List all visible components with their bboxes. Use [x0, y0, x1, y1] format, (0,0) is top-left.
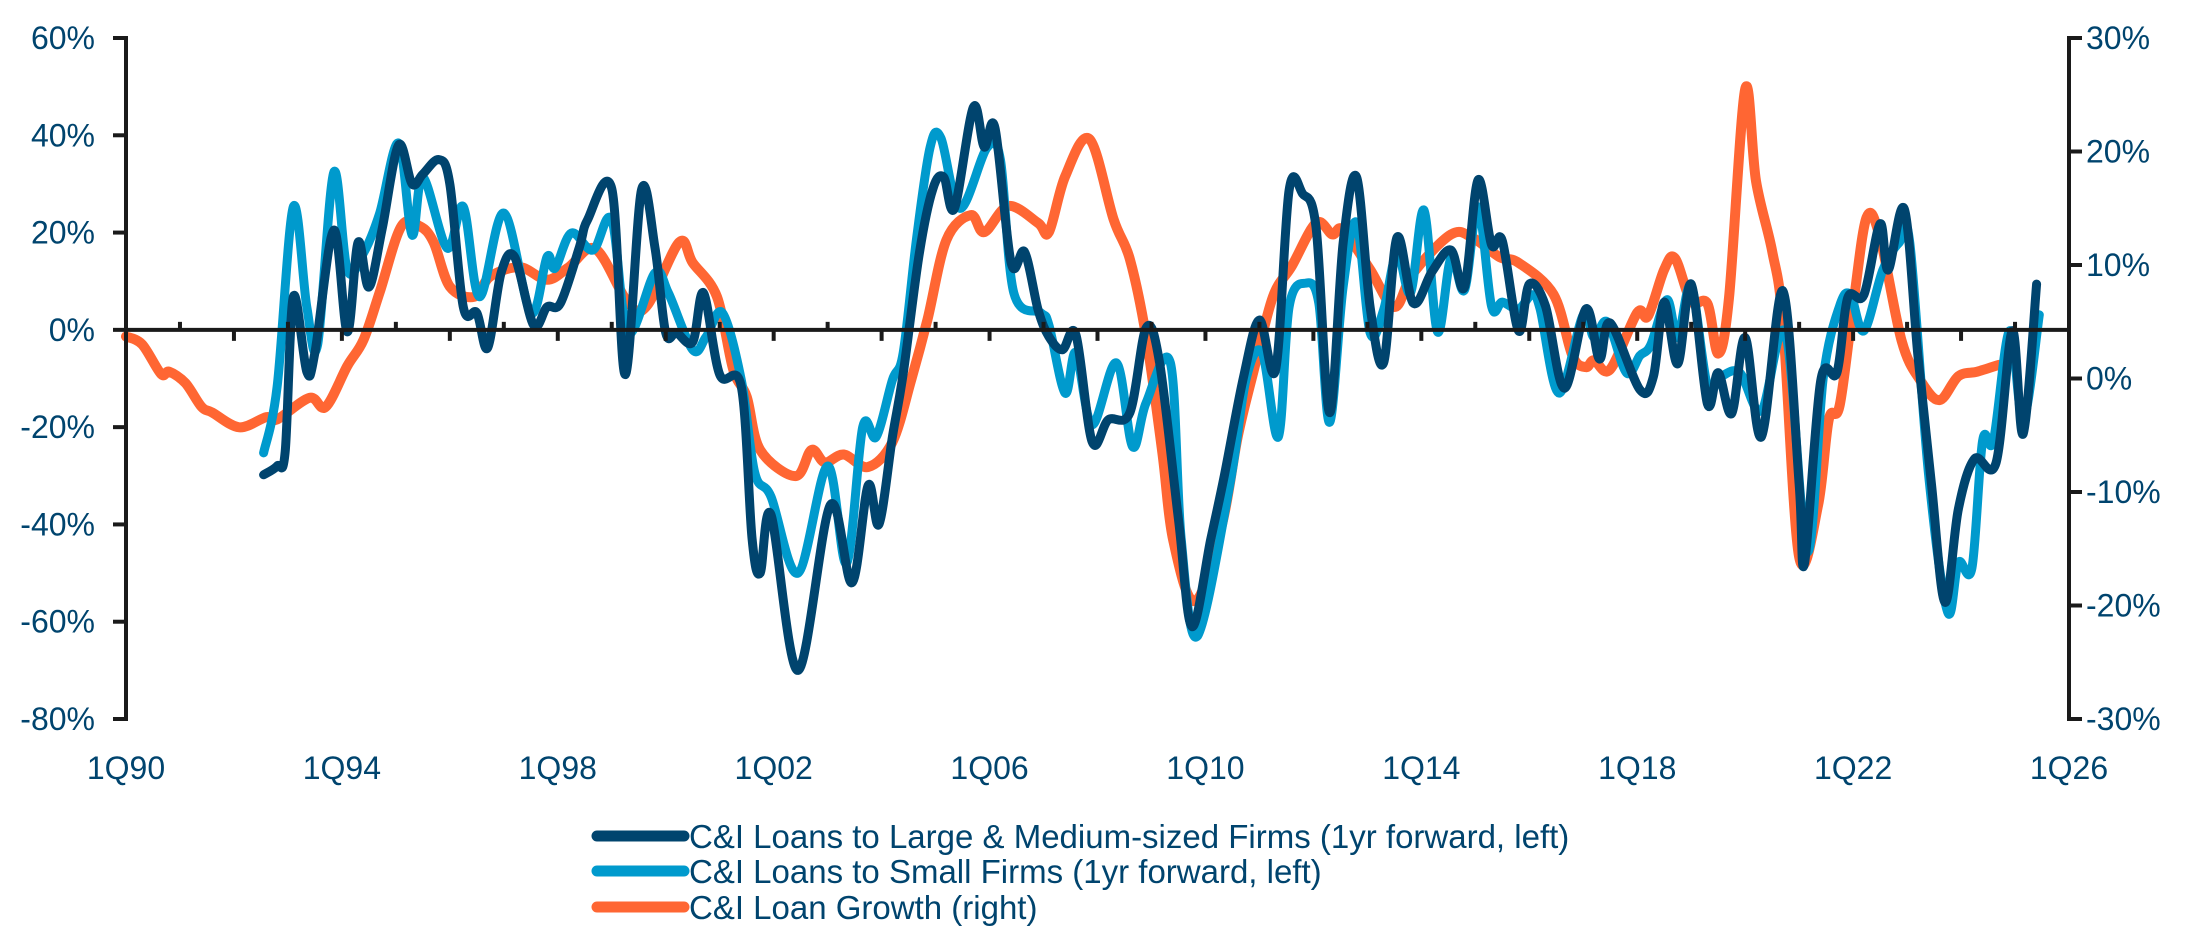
legend-label: C&I Loans to Small Firms (1yr forward, l…: [689, 853, 1322, 890]
left-y-tick-label: -20%: [20, 409, 95, 445]
right-y-tick-label: 10%: [2086, 247, 2150, 283]
x-tick-label: 1Q22: [1814, 750, 1892, 786]
right-y-tick-label: -10%: [2086, 474, 2161, 510]
left-y-tick-label: 0%: [49, 312, 95, 348]
legend-label: C&I Loan Growth (right): [689, 889, 1037, 926]
x-tick-label: 1Q94: [303, 750, 381, 786]
series-line-0: [259, 101, 2042, 675]
left-y-tick-label: -40%: [20, 506, 95, 542]
left-y-tick-label: 40%: [31, 117, 95, 153]
right-y-tick-label: -20%: [2086, 588, 2161, 624]
series-layer: [121, 81, 2044, 675]
x-tick-label: 1Q26: [2030, 750, 2108, 786]
right-y-tick-label: 20%: [2086, 134, 2150, 170]
left-y-tick-label: 20%: [31, 215, 95, 251]
axes-layer: 1Q90 1Q94 1Q98 1Q02 1Q06 1Q10 1Q14 1Q18 1Q22 1Q26…: [20, 20, 2160, 786]
legend-label: C&I Loans to Large & Medium-sized Firms …: [689, 818, 1569, 855]
right-y-tick-label: -30%: [2086, 701, 2161, 737]
x-tick-label: 1Q02: [735, 750, 813, 786]
x-tick-label: 1Q18: [1598, 750, 1676, 786]
x-tick-label: 1Q10: [1166, 750, 1244, 786]
left-y-tick-label: -60%: [20, 604, 95, 640]
right-y-tick-label: 0%: [2086, 361, 2132, 397]
legend-item: C&I Loans to Large & Medium-sized Firms …: [591, 818, 1569, 855]
left-y-tick-label: 60%: [31, 20, 95, 56]
x-tick-label: 1Q98: [519, 750, 597, 786]
legend-item: C&I Loan Growth (right): [591, 889, 1037, 926]
right-y-tick-label: 30%: [2086, 20, 2150, 56]
x-tick-label: 1Q06: [950, 750, 1028, 786]
x-tick-label: 1Q14: [1382, 750, 1460, 786]
legend-item: C&I Loans to Small Firms (1yr forward, l…: [591, 853, 1322, 890]
series-line-2: [121, 81, 2004, 606]
x-tick-label: 1Q90: [87, 750, 165, 786]
left-y-tick-label: -80%: [20, 701, 95, 737]
legend: C&I Loans to Large & Medium-sized Firms …: [591, 818, 1569, 926]
